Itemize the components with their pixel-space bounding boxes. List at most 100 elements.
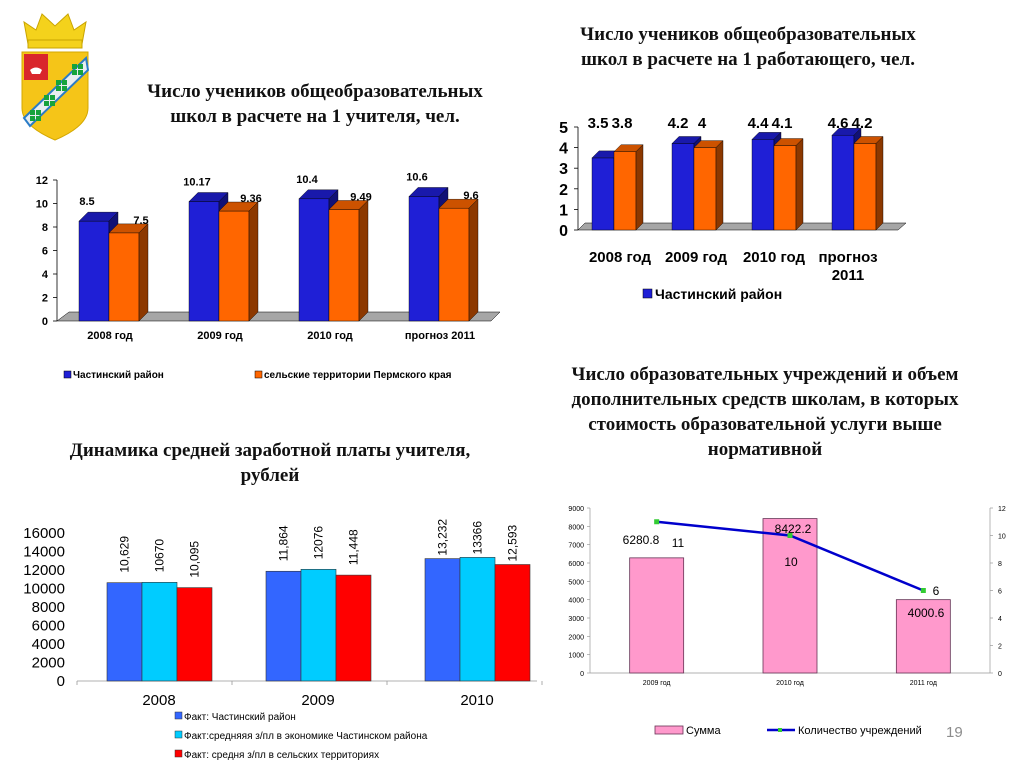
chart1-legend-swatch	[254, 370, 263, 379]
chart1-legend-swatch	[63, 370, 72, 379]
chart3-bar	[141, 582, 178, 682]
chart4-y-tick-label: 5000	[568, 579, 584, 586]
chart3-legend-label: Факт: Частинский район	[184, 712, 296, 723]
chart3-legend-swatch	[174, 730, 183, 739]
chart2-bar-front	[613, 151, 637, 231]
chart4-y-tick-label: 1000	[568, 653, 584, 660]
chart4-line-marker	[654, 519, 660, 525]
chart2-bar-side	[635, 144, 644, 231]
chart1-bar-front	[328, 209, 360, 322]
chart2-data-label: 3.5	[588, 115, 609, 132]
chart3-bar	[335, 574, 372, 682]
chart1-bar-front	[218, 210, 250, 322]
chart3-legend-label: Факт: средня з/пл в сельских территориях	[184, 750, 379, 761]
chart4-title: Число образовательных учреждений и объем…	[571, 364, 959, 460]
chart1-x-tick-label: 2008 год	[87, 330, 133, 342]
crown-icon	[23, 13, 87, 49]
chart1-bar-side	[138, 223, 149, 322]
chart1-bar-front	[438, 207, 470, 322]
chart1-x-tick-label: 2009 год	[197, 330, 243, 342]
chart1-data-label: 7.5	[133, 215, 148, 227]
chart4-legend-label: Сумма	[686, 725, 721, 737]
chart4-x-tick-label: 2011 год	[910, 680, 937, 687]
chart4-y2-tick-label: 0	[998, 671, 1002, 678]
chart3-data-label: 11,864	[277, 525, 291, 561]
chart1-data-label: 10.6	[406, 171, 427, 183]
chart4-y-tick-label: 0	[580, 671, 584, 678]
chart4-data-label: 6	[933, 584, 940, 598]
chart3-data-label: 13,232	[436, 519, 450, 556]
chart1-y-tick-label: 10	[36, 199, 48, 211]
chart4-y-tick-label: 9000	[568, 506, 584, 513]
chart2-title: Число учеников общеобразовательных школ …	[580, 24, 916, 70]
chart4-bar	[629, 557, 685, 674]
chart3-data-label: 12,593	[506, 524, 520, 561]
chart1-y-tick-label: 12	[36, 175, 48, 187]
chart2-y-tick-label: 2	[559, 182, 568, 199]
chart2-y-tick-label: 0	[559, 223, 568, 240]
chart2-y-tick-label: 1	[559, 202, 568, 219]
chart3-x-tick-label: 2008	[142, 692, 175, 709]
chart1-bar-side	[248, 201, 259, 322]
chart1-bar-side	[468, 198, 479, 322]
chart3-bar	[424, 558, 461, 682]
chart1-y-tick-label: 2	[42, 293, 48, 305]
chart2-legend-swatch	[642, 288, 653, 299]
chart1-bar-front	[298, 198, 330, 322]
chart1-data-label: 9.49	[350, 191, 371, 203]
chart1-y-tick-label: 4	[42, 269, 49, 281]
chart2-bar-front	[591, 157, 615, 231]
chart1-y-tick-label: 6	[42, 246, 48, 258]
chart1-bar-front	[188, 201, 220, 322]
coat-of-arms-logo	[21, 13, 90, 141]
chart4-legend-label: Количество учреждений	[798, 725, 922, 737]
chart3-data-label: 11,448	[347, 529, 361, 565]
chart2-y-tick-label: 4	[559, 141, 568, 158]
chart4-y2-tick-label: 4	[998, 616, 1002, 623]
chart2-data-label: 4.6	[828, 115, 849, 132]
chart3-y-tick-label: 0	[57, 673, 65, 690]
chart4-data-label: 8422.2	[775, 522, 812, 536]
chart2-bar-side	[715, 140, 724, 231]
chart4-y2-tick-label: 2	[998, 644, 1002, 651]
chart1-legend-label: Частинский район	[73, 370, 164, 381]
chart1-x-tick-label: 2010 год	[307, 330, 353, 342]
chart3-x-tick-label: 2009	[301, 692, 334, 709]
chart3-y-tick-label: 8000	[32, 599, 65, 616]
chart1-title: Число учеников общеобразовательных школ …	[147, 81, 483, 127]
chart2-y-tick-label: 3	[559, 161, 568, 178]
chart3-y-tick-label: 16000	[23, 525, 65, 542]
chart3-data-label: 10670	[153, 539, 167, 573]
chart2-data-label: 4.2	[668, 115, 689, 132]
chart2-data-label: 4.2	[852, 115, 873, 132]
chart1-bar-front	[108, 232, 140, 322]
chart4-y-tick-label: 3000	[568, 616, 584, 623]
chart4-y-tick-label: 2000	[568, 634, 584, 641]
chart4-y2-tick-label: 12	[998, 506, 1006, 513]
chart4-line-marker	[920, 588, 926, 593]
chart4-data-label: 10	[784, 555, 798, 569]
chart3-data-label: 13366	[471, 521, 485, 555]
chart4-data-label: 11	[672, 536, 685, 550]
chart2-data-label: 4.1	[772, 115, 793, 132]
chart3-title: Динамика средней заработной платы учител…	[69, 440, 471, 486]
chart4-data-label: 6280.8	[623, 533, 660, 547]
chart2-bar-front	[853, 143, 877, 231]
chart3-y-tick-label: 10000	[23, 581, 65, 598]
chart1-bar-side	[358, 200, 369, 322]
chart2-bar	[613, 144, 644, 231]
chart2-bar-side	[875, 135, 884, 231]
chart3-y-tick-label: 4000	[32, 636, 65, 653]
chart2-bar-front	[751, 139, 775, 231]
chart4-y2-tick-label: 6	[998, 589, 1002, 596]
chart4-bar	[762, 518, 818, 674]
chart2-bar	[693, 140, 724, 231]
chart3-data-label: 10,095	[188, 541, 202, 578]
chart1-data-label: 8.5	[79, 196, 94, 208]
chart4-y2-tick-label: 10	[998, 534, 1006, 541]
chart3-bar	[300, 568, 337, 682]
chart1-bar	[438, 198, 479, 322]
chart3-bar	[494, 564, 531, 682]
chart1-data-label: 9.36	[240, 193, 261, 205]
